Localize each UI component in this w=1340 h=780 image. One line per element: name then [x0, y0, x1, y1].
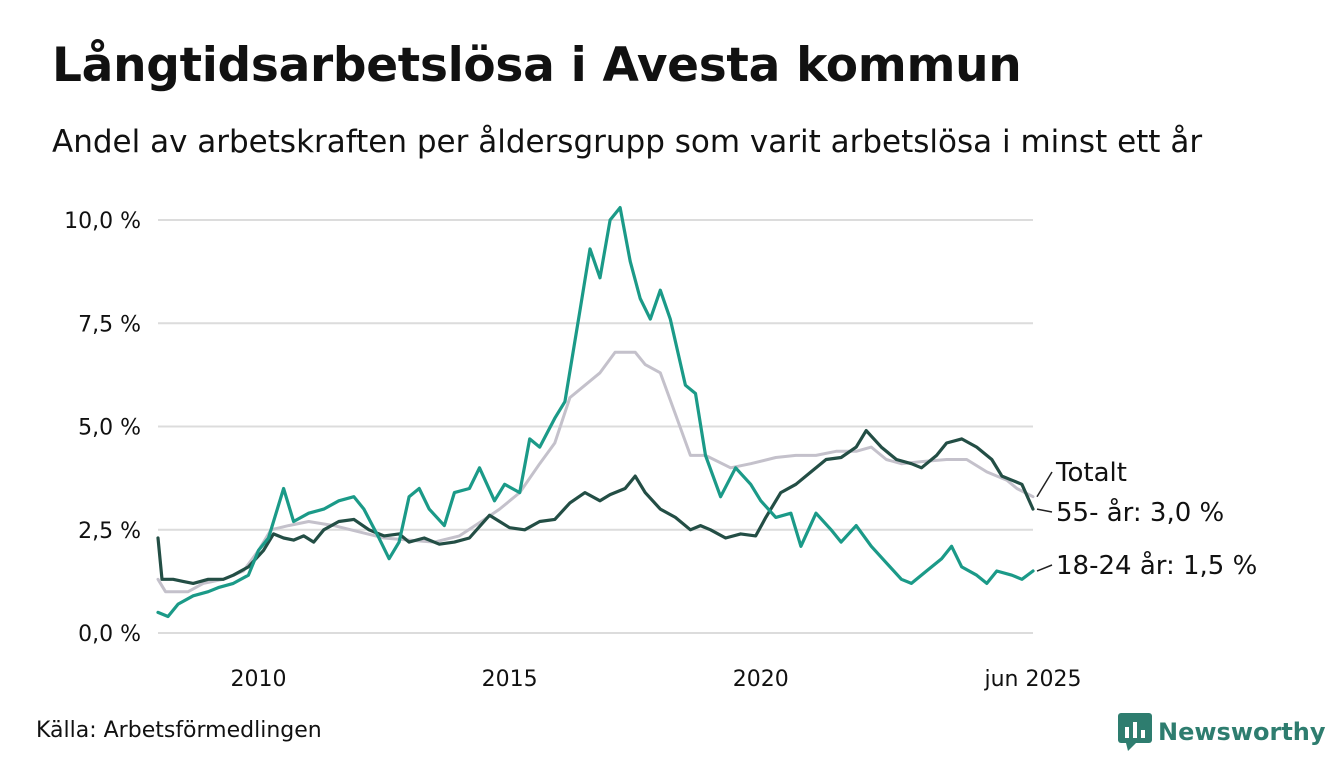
- end-label-age-55-plus: 55- år: 3,0 %: [1056, 497, 1224, 528]
- series-lines: [156, 206, 1035, 619]
- y-tick-label: 2,5 %: [78, 519, 141, 544]
- x-tick-label: 2020: [733, 667, 789, 692]
- end-label-connector: [1036, 508, 1053, 513]
- series-line-age-55-plus: [156, 429, 1035, 585]
- source-credit: Källa: Arbetsförmedlingen: [36, 718, 322, 743]
- chart-subtitle: Andel av arbetskraften per åldersgrupp s…: [52, 124, 1203, 160]
- y-tick-label: 5,0 %: [78, 416, 141, 441]
- y-tick-label: 0,0 %: [78, 622, 141, 647]
- end-label-connector: [1036, 471, 1053, 498]
- brand-name: Newsworthy: [1158, 718, 1326, 746]
- series-line-age-18-24: [156, 206, 1035, 619]
- y-tick-label: 7,5 %: [78, 312, 141, 337]
- x-axis-tick-labels: 2010 2015 2020 jun 2025: [230, 667, 1081, 692]
- line-chart: 0,0 % 2,5 % 5,0 % 7,5 % 10,0 % 2010 2015 2020 j…: [64, 206, 1257, 692]
- y-axis-tick-labels: 0,0 % 2,5 % 5,0 % 7,5 % 10,0 %: [64, 209, 141, 647]
- end-label-connector: [1036, 564, 1053, 572]
- brand-logo: Newsworthy: [1118, 713, 1326, 751]
- end-labels: Totalt 55- år: 3,0 % 18-24 år: 1,5 %: [1036, 458, 1257, 581]
- end-label-totalt: Totalt: [1055, 458, 1127, 488]
- newsworthy-logo-icon: [1118, 713, 1152, 751]
- x-tick-label: 2010: [230, 667, 286, 692]
- chart-title: Långtidsarbetslösa i Avesta kommun: [52, 38, 1022, 93]
- end-label-age-18-24: 18-24 år: 1,5 %: [1056, 550, 1257, 581]
- y-tick-label: 10,0 %: [64, 209, 141, 234]
- x-tick-label: 2015: [482, 667, 538, 692]
- series-line-totalt: [156, 350, 1035, 594]
- x-tick-label: jun 2025: [984, 667, 1082, 692]
- grid-lines: [158, 219, 1033, 634]
